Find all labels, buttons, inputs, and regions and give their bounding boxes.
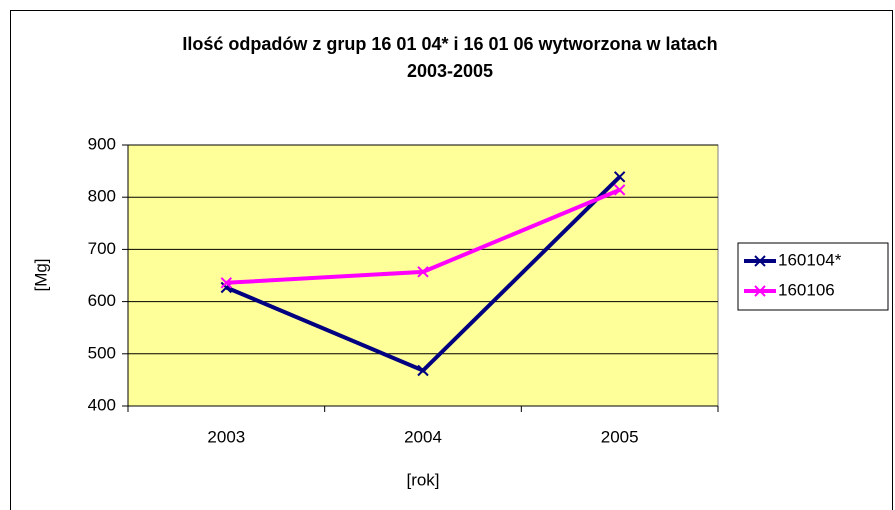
data-point: [613, 184, 626, 196]
x-tick-label: 2003: [207, 427, 245, 446]
x-axis-label: [rok]: [406, 470, 439, 489]
y-tick-label: 800: [88, 187, 116, 206]
data-point: [417, 266, 429, 278]
y-tick-label: 500: [88, 343, 116, 362]
plot-area: [127, 144, 719, 407]
data-point: [417, 364, 429, 377]
legend-box: [737, 242, 889, 311]
y-axis-label: [Mg]: [31, 258, 50, 291]
legend-marker: [754, 255, 766, 267]
x-tick-label: 2004: [404, 427, 442, 446]
x-tick-label: 2005: [601, 427, 639, 446]
legend-marker: [754, 285, 766, 297]
data-point: [613, 171, 626, 183]
y-tick-label: 900: [88, 134, 116, 153]
legend-label: 160104*: [778, 250, 842, 269]
y-tick-label: 600: [88, 291, 116, 310]
chart-title: 2003-2005: [407, 61, 493, 81]
y-tick-label: 400: [88, 395, 116, 414]
y-tick-label: 700: [88, 239, 116, 258]
data-point: [220, 277, 233, 289]
chart-title: Ilość odpadów z grup 16 01 04* i 16 01 0…: [182, 34, 717, 54]
legend-label: 160106: [778, 280, 835, 299]
